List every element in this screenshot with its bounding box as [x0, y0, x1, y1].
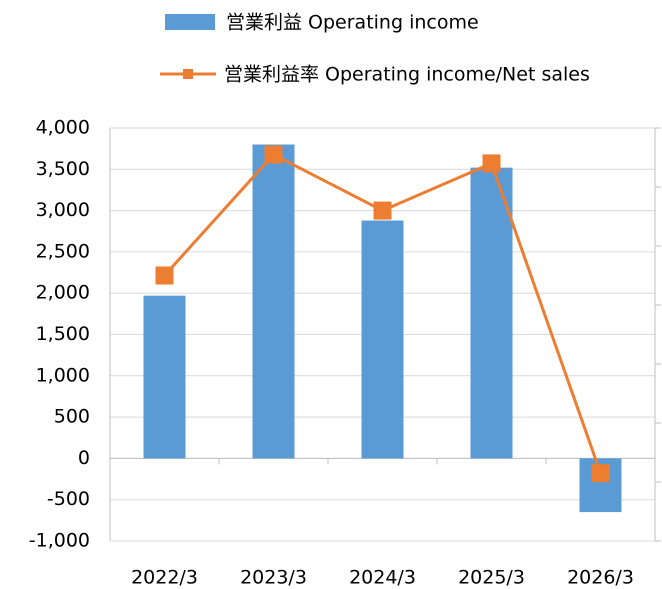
x-tick-label: 2025/3 [458, 567, 525, 589]
x-tick-label: 2022/3 [131, 567, 198, 589]
bar [361, 220, 404, 459]
y-tick-label: 2,000 [36, 282, 90, 304]
x-tick-label: 2024/3 [349, 567, 416, 589]
y-tick-label: 0 [78, 447, 90, 469]
line-marker [264, 145, 283, 164]
y-tick-label: 500 [54, 406, 90, 428]
line-marker [591, 464, 610, 483]
y-tick-label: 2,500 [36, 240, 90, 262]
line-marker [482, 154, 501, 173]
line-marker [373, 201, 392, 220]
legend-marker [183, 69, 193, 79]
line-marker [155, 266, 174, 285]
y-tick-label: 3,000 [36, 199, 90, 221]
y-tick-label: 4,000 [36, 117, 90, 139]
y-tick-label: 1,000 [36, 364, 90, 386]
bar [470, 167, 513, 459]
bar [252, 144, 295, 459]
legend-label: 営業利益率 Operating income/Net sales [224, 64, 590, 86]
x-tick-label: 2026/3 [567, 567, 634, 589]
bar [143, 295, 186, 459]
legend-label: 営業利益 Operating income [226, 12, 479, 34]
legend-swatch [165, 14, 215, 30]
y-tick-label: -500 [47, 488, 90, 510]
y-tick-label: 1,500 [36, 323, 90, 345]
y-tick-label: 3,500 [36, 158, 90, 180]
y-tick-label: -1,000 [29, 530, 90, 552]
x-tick-label: 2023/3 [240, 567, 307, 589]
